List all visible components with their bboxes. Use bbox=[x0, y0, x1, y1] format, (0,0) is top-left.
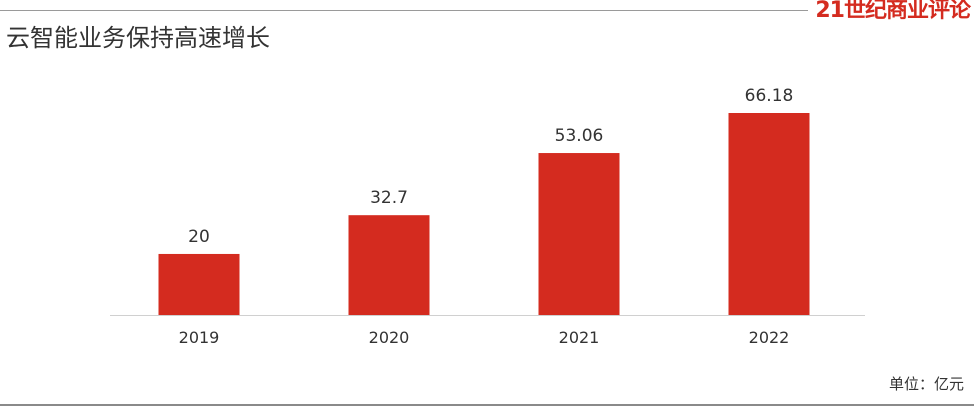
brand-logo: 21世纪商业评论 bbox=[815, 0, 971, 23]
x-tick-label-2021: 2021 bbox=[559, 328, 600, 347]
value-label-2022: 66.18 bbox=[745, 86, 794, 106]
chart-title: 云智能业务保持高速增长 bbox=[6, 24, 270, 52]
value-label-2021: 53.06 bbox=[555, 126, 604, 146]
x-tick-label-2020: 2020 bbox=[369, 328, 410, 347]
x-tick-label-2019: 2019 bbox=[179, 328, 220, 347]
bar-2019 bbox=[158, 253, 240, 315]
bar-2021 bbox=[538, 153, 620, 315]
value-label-2020: 32.7 bbox=[370, 188, 408, 208]
bottom-rule bbox=[0, 404, 974, 406]
top-rule bbox=[0, 10, 808, 11]
x-tick-label-2022: 2022 bbox=[749, 328, 790, 347]
bar-2022 bbox=[728, 113, 810, 315]
bar-2020 bbox=[348, 215, 430, 315]
unit-label: 单位：亿元 bbox=[888, 375, 964, 393]
value-label-2019: 20 bbox=[188, 227, 210, 247]
